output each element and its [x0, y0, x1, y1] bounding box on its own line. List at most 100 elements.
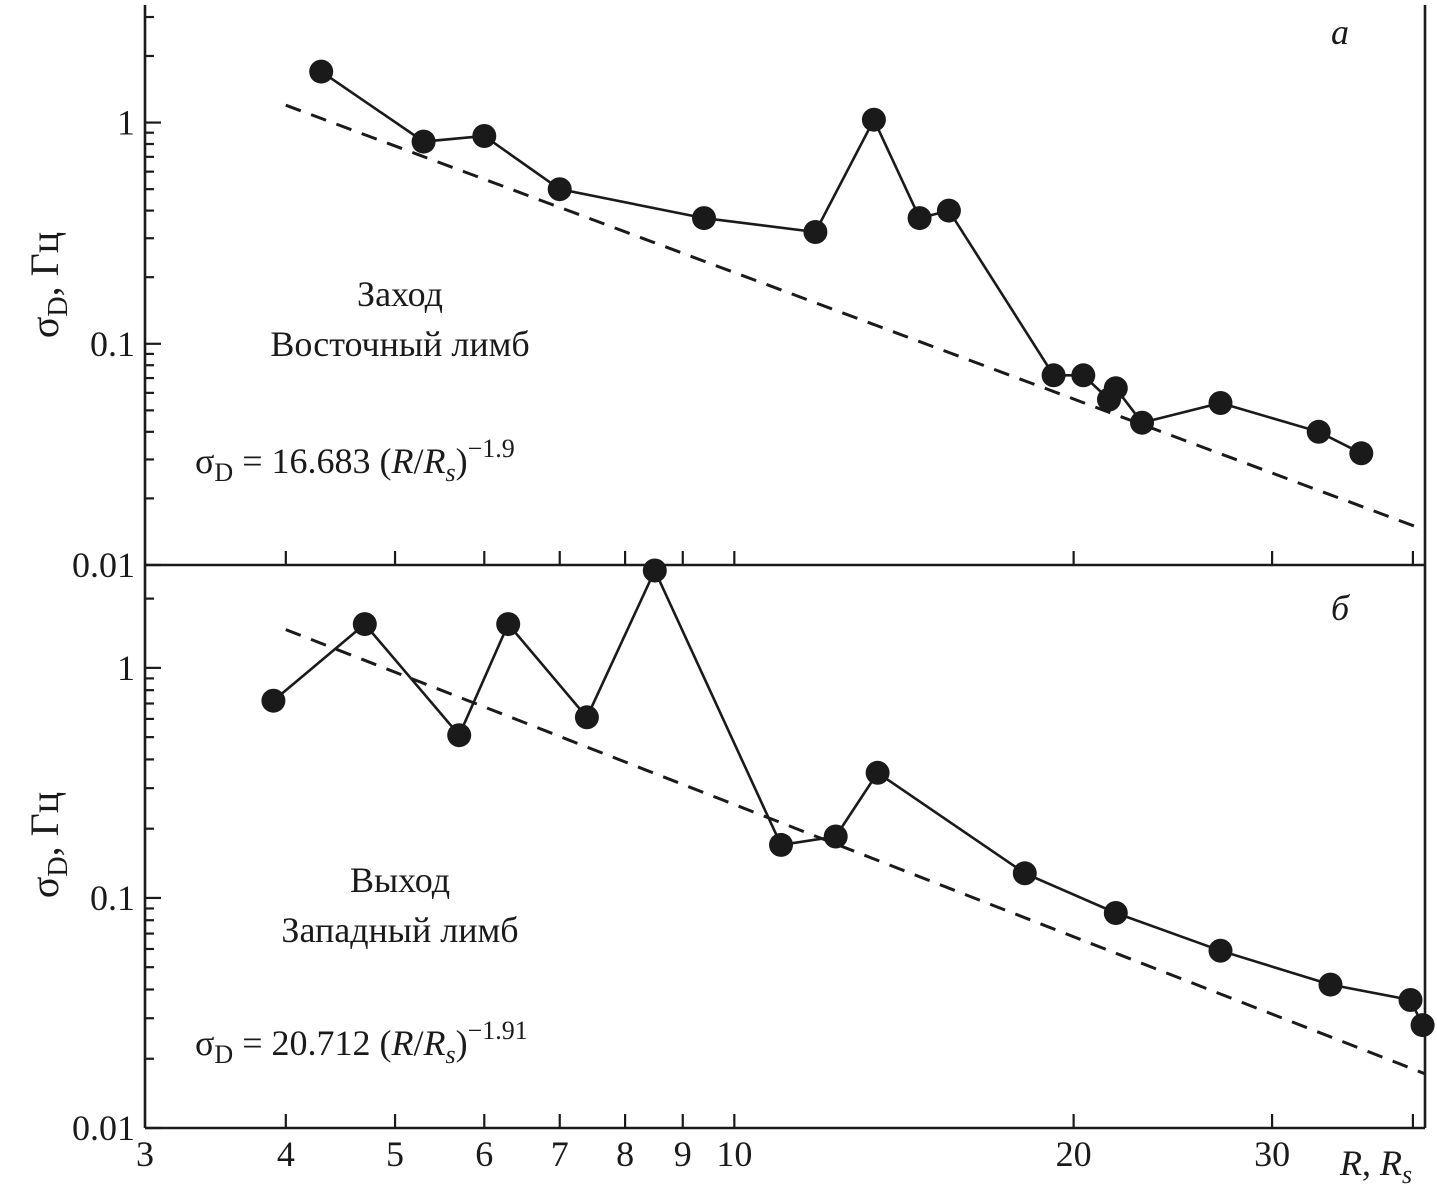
panel-a-frame [143, 5, 1427, 567]
panel-b-formula-sub: D [214, 1040, 233, 1069]
data-point [1071, 363, 1096, 388]
panel-a-y-ticks [145, 15, 161, 567]
panel-a-formula-exponent: −1.9 [468, 434, 515, 463]
panel-a-formula-sigma: σ [195, 441, 214, 481]
x-tick-label: 10 [716, 1134, 752, 1174]
data-point [861, 107, 886, 132]
data-point [1012, 861, 1037, 886]
data-point [1318, 972, 1343, 997]
panel-a-formula-sub: D [214, 458, 233, 487]
panel-b-formula-middle: = 20.712 ( [233, 1023, 391, 1063]
panel-b-ylabel-sub: D [43, 856, 74, 876]
panel-a-points [309, 59, 1374, 466]
x-tick-label: 6 [475, 1134, 493, 1174]
x-tick-label: 8 [616, 1134, 634, 1174]
panel-a-annotation-2: Восточный лимб [270, 324, 529, 364]
data-point [692, 206, 716, 231]
panel-a-formula-rs: R [423, 441, 446, 481]
panel-a-fit-line [285, 103, 1426, 532]
y-tick-label: 0.01 [72, 1108, 135, 1148]
x-tick-label: 5 [386, 1134, 404, 1174]
panel-a-formula-middle: = 16.683 ( [233, 441, 391, 481]
data-point [1208, 938, 1233, 963]
panel-a-annotation-1: Заход [357, 274, 443, 314]
data-point [1398, 988, 1423, 1012]
data-point [1306, 419, 1331, 444]
data-point [1041, 363, 1066, 388]
panel-a-formula-close: ) [456, 441, 468, 481]
panel-b-y-ticks [145, 597, 161, 1130]
data-point [1103, 901, 1128, 925]
panel-a-y-axis-label: σD, Гц [22, 232, 74, 338]
data-point [1410, 1013, 1435, 1038]
panel-a-ylabel-sub: D [43, 296, 74, 316]
panel-b-annotation-2: Западный лимб [281, 910, 518, 950]
data-point [447, 723, 472, 748]
panel-b-formula-rs-sub: s [446, 1040, 456, 1069]
panel-b-label: б [1331, 588, 1351, 628]
panel-b-y-tick-labels: 1 0.1 0.01 [72, 648, 135, 1148]
data-point [803, 220, 828, 244]
panel-a-ylabel-unit: , Гц [22, 232, 67, 297]
data-point [936, 198, 961, 223]
x-tick-label: 3 [136, 1134, 154, 1174]
panel-a-label: а [1331, 12, 1349, 52]
data-point [411, 129, 436, 154]
panel-b-series-line [272, 567, 1424, 1026]
data-point [769, 832, 793, 857]
panel-b-formula-r: R [390, 1023, 413, 1063]
data-point [1103, 376, 1128, 401]
y-tick-label: 0.1 [90, 324, 135, 364]
data-point [472, 124, 497, 148]
x-axis-label-sep: , [1362, 1143, 1380, 1183]
panel-a-ylabel-main: σ [22, 317, 67, 339]
x-axis-label-rs-sub: s [1402, 1160, 1412, 1189]
x-tick-label: 7 [551, 1134, 569, 1174]
data-point [823, 824, 848, 849]
panel-b-y-axis-label: σD, Гц [22, 792, 74, 898]
panel-b-formula-slash: / [413, 1023, 423, 1063]
panel-b-formula-sigma: σ [195, 1023, 214, 1063]
panel-b: 10.10.01 3 4 5 6 7 8 9 10 20 30 б σD, Гц Выход За… [22, 558, 1435, 1189]
y-tick-label: 1 [117, 648, 135, 688]
panel-a-x-ticks [284, 551, 1415, 565]
x-tick-label: 30 [1254, 1134, 1290, 1174]
x-tick-label: 9 [674, 1134, 692, 1174]
panel-b-annotation-1: Выход [350, 860, 450, 900]
panel-b-fit-line [285, 628, 1426, 1076]
data-point [1208, 391, 1233, 415]
x-tick-label: 20 [1056, 1134, 1092, 1174]
panel-a-formula-r: R [390, 441, 413, 481]
panel-b-ylabel-unit: , Гц [22, 792, 67, 857]
x-axis-label-rs: R [1379, 1143, 1402, 1183]
data-point [907, 206, 932, 231]
x-axis-label: R, Rs [1339, 1143, 1412, 1189]
x-tick-label: 4 [277, 1134, 295, 1174]
panel-b-x-ticks [284, 1114, 1415, 1128]
data-point [309, 59, 334, 84]
data-point [261, 688, 286, 713]
data-point [642, 558, 667, 583]
panel-a-y-tick-labels: 1 0.1 0.01 [72, 103, 135, 585]
panel-a-formula-slash: / [413, 441, 423, 481]
data-point [547, 177, 572, 202]
y-tick-label: 0.01 [72, 545, 135, 585]
panel-b-points [261, 558, 1435, 1038]
y-tick-label: 1 [117, 103, 135, 143]
panel-b-formula-exponent: −1.91 [468, 1016, 528, 1045]
data-point [352, 612, 377, 637]
data-point [1130, 410, 1154, 435]
panel-a: 10.10.01 а σD, Гц Заход Восточный лимб σ… [22, 5, 1427, 585]
panel-a-formula-rs-sub: s [446, 458, 456, 487]
y-tick-label: 0.1 [90, 878, 135, 918]
panel-b-formula-close: ) [456, 1023, 468, 1063]
panel-a-formula: σD = 16.683 (R/Rs)−1.9 [195, 434, 515, 487]
panel-b-formula-rs: R [423, 1023, 446, 1063]
panel-b-x-tick-labels: 3 4 5 6 7 8 9 10 20 30 [136, 1134, 1290, 1174]
data-point [574, 705, 599, 730]
panel-b-formula: σD = 20.712 (R/Rs)−1.91 [195, 1016, 528, 1069]
data-point [1349, 441, 1374, 466]
data-point [496, 612, 521, 637]
x-axis-label-r: R [1339, 1143, 1362, 1183]
